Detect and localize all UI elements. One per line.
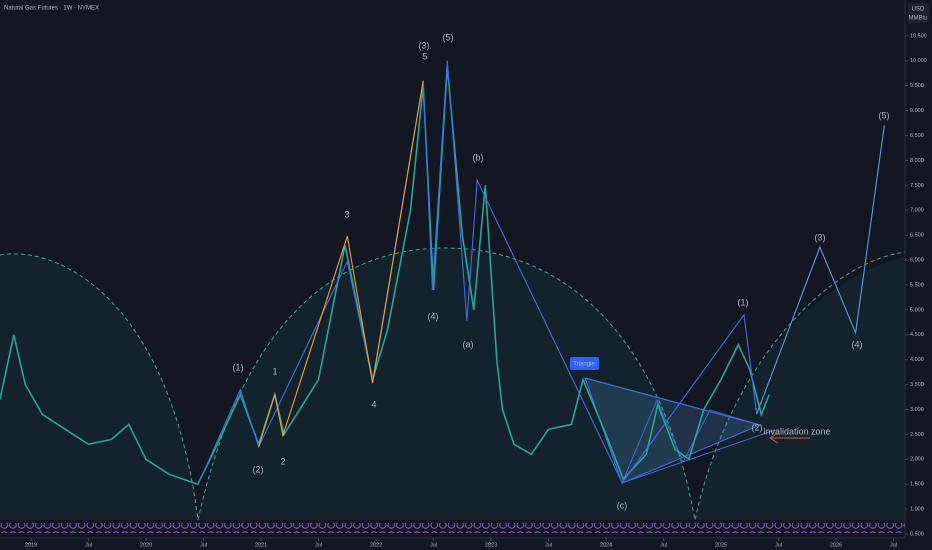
x-tick-label: 2025	[715, 542, 727, 548]
annotation: 3	[344, 209, 349, 219]
y-tick-label: 5.000	[910, 307, 924, 313]
x-tick-label: 2023	[485, 542, 497, 548]
annotation: invalidation zone	[763, 426, 830, 436]
y-tick-label: 8.500	[910, 133, 924, 139]
chart-title: Natural Gas Futures · 1W · NYMEX	[4, 6, 99, 12]
annotation: (5)	[443, 32, 454, 42]
y-tick-label: 10.000	[910, 58, 927, 64]
annotation: (3)	[419, 40, 430, 50]
x-tick-label: Jul	[545, 542, 552, 548]
annotation: (a)	[463, 339, 474, 349]
cycle-fill	[198, 248, 695, 520]
currency: USD	[912, 7, 925, 13]
y-tick-label: 6.000	[910, 257, 924, 263]
annotation: (c)	[617, 500, 628, 510]
cycle-fill	[695, 252, 932, 520]
plot: (1)(2)12345(3)(5)(4)(a)(b)(c)(1)(2)(3)(4…	[0, 32, 890, 510]
y-tick-label: 10.500	[910, 33, 927, 39]
annotation: (4)	[852, 339, 863, 349]
x-tick-label: Jul	[85, 542, 92, 548]
projection-line	[756, 125, 885, 415]
annotation: 5	[422, 51, 427, 61]
x-tick-label: 2021	[255, 542, 267, 548]
y-tick-label: 3.000	[910, 407, 924, 413]
y-tick-label: 1.000	[910, 507, 924, 513]
x-tick-label: 2022	[370, 542, 382, 548]
triangle-edge	[621, 429, 776, 484]
x-tick-label: Jul	[200, 542, 207, 548]
annotation: (2)	[253, 464, 264, 474]
x-tick-label: Jul	[660, 542, 667, 548]
y-tick-label: 6.500	[910, 233, 924, 239]
y-tick-label: 4.000	[910, 357, 924, 363]
y-tick-label: 8.000	[910, 158, 924, 164]
annotation-box	[570, 357, 599, 370]
x-tick-label: Jul	[430, 542, 437, 548]
x-tick-label: Jul	[775, 542, 782, 548]
annotation: Triangle	[573, 362, 595, 368]
y-tick-label: 2.500	[910, 432, 924, 438]
annotation: (2)	[752, 422, 763, 432]
annotation: 1	[272, 366, 277, 376]
price-line	[0, 65, 771, 486]
annotation: 4	[371, 399, 376, 409]
annotation: (5)	[879, 110, 890, 120]
x-tick-label: 2019	[25, 542, 37, 548]
y-tick-label: 5.500	[910, 282, 924, 288]
unit: MMBtu	[908, 16, 927, 22]
invalidation-arrow	[769, 432, 779, 444]
annotation: (1)	[233, 362, 244, 372]
subwave-line	[258, 80, 424, 447]
x-tick-label: 2026	[830, 542, 842, 548]
annotation: (b)	[473, 152, 484, 162]
annotation: (4)	[428, 311, 439, 321]
annotation: 2	[280, 456, 285, 466]
cycle-fill	[0, 253, 198, 520]
y-tick-label: 9.500	[910, 83, 924, 89]
y-tick-label: 9.000	[910, 108, 924, 114]
y-tick-label: 0.500	[910, 531, 924, 537]
y-tick-label: 7.000	[910, 208, 924, 214]
unit-box	[908, 3, 929, 23]
y-tick-label: 3.500	[910, 382, 924, 388]
y-tick-label: 2.000	[910, 457, 924, 463]
price-axis	[905, 0, 932, 550]
annotation: (3)	[815, 232, 826, 242]
cycle-markers	[0, 523, 905, 533]
cycle-arcs	[0, 247, 906, 521]
annotation: (1)	[738, 297, 749, 307]
y-tick-label: 7.500	[910, 183, 924, 189]
triangle-edge	[584, 377, 761, 426]
y-tick-label: 1.500	[910, 482, 924, 488]
triangle-waves	[584, 377, 761, 485]
x-tick-label: Jul	[890, 542, 897, 548]
x-tick-label: 2020	[140, 542, 152, 548]
x-tick-label: Jul	[315, 542, 322, 548]
x-tick-label: 2024	[600, 542, 612, 548]
y-tick-label: 4.500	[910, 332, 924, 338]
